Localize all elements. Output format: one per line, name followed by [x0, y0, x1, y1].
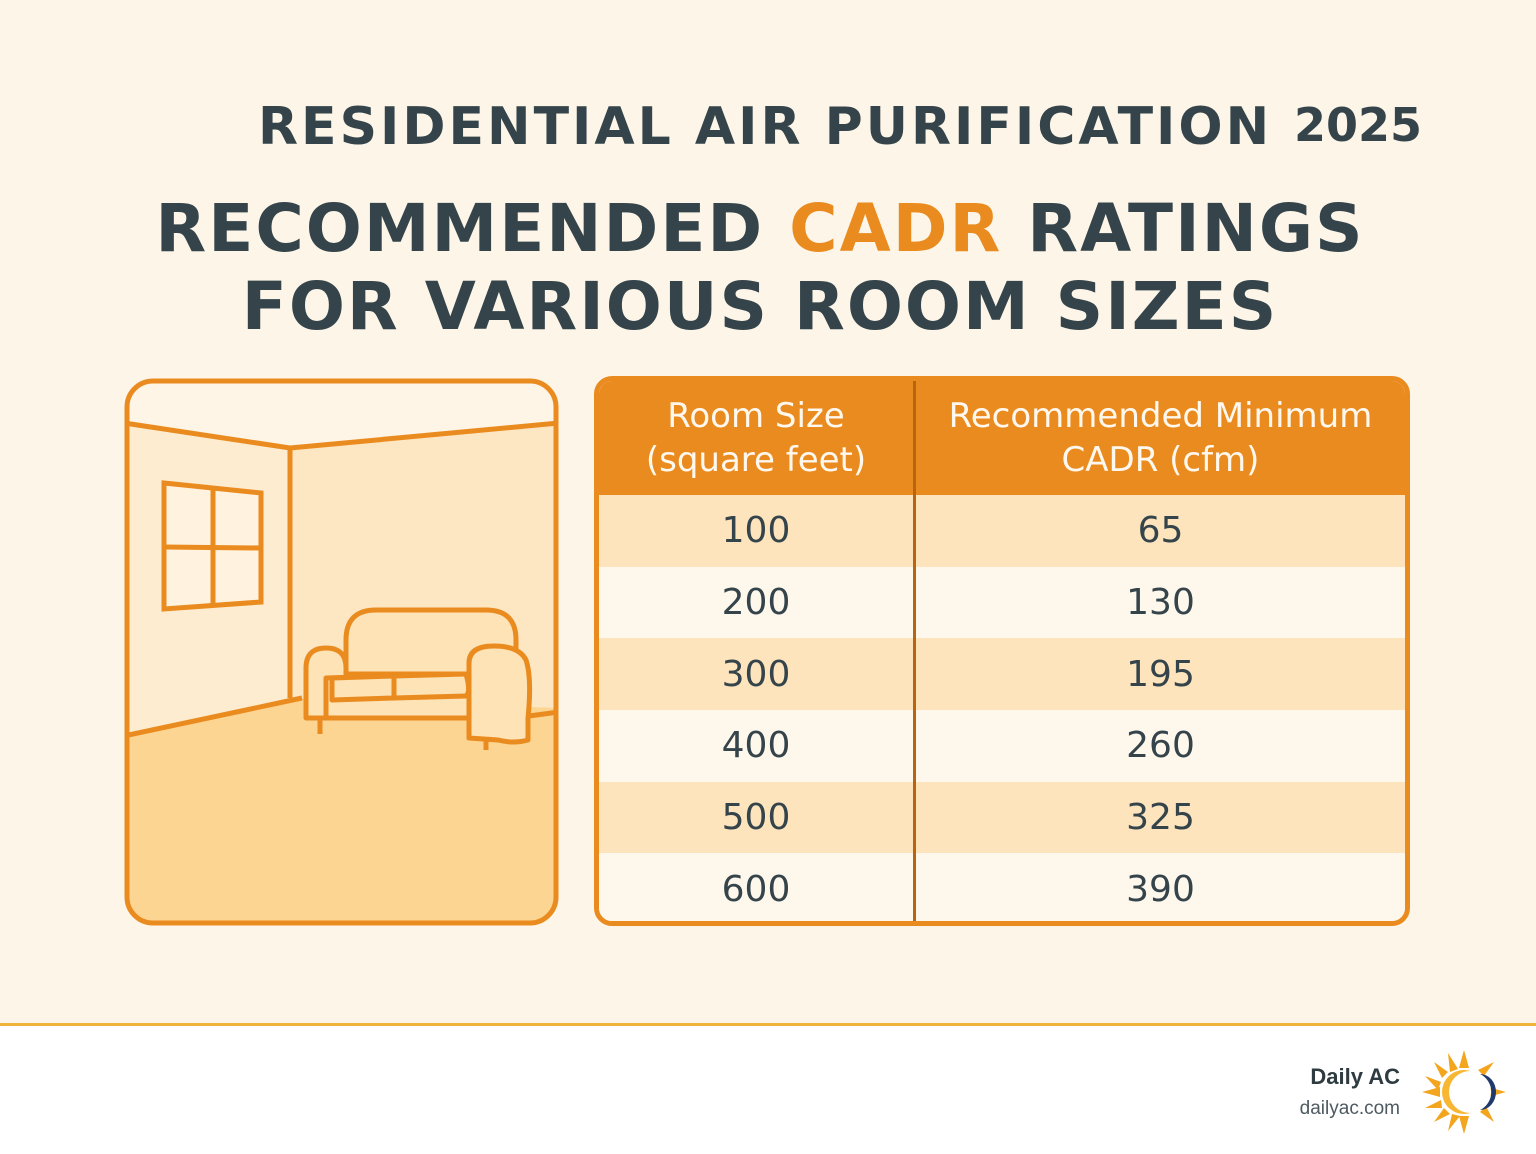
room-size-cell: 500: [599, 781, 916, 854]
table-row: 200 130: [599, 566, 1405, 639]
cadr-cell: 260: [1126, 725, 1195, 767]
room-size-cell: 100: [599, 495, 916, 567]
page-title: RECOMMENDED CADR RATINGS FOR VARIOUS ROO…: [60, 190, 1460, 346]
year-label: 2025: [1294, 98, 1423, 152]
table-row: 100 65: [599, 495, 1405, 567]
cadr-cell: 130: [1126, 582, 1195, 624]
title-line-1: RECOMMENDED CADR RATINGS: [60, 190, 1460, 268]
header-room-size: Room Size (square feet): [599, 381, 916, 495]
cadr-cell: 390: [1126, 868, 1195, 910]
header-cadr-line1: Recommended Minimum: [948, 396, 1373, 436]
room-size-cell: 600: [599, 853, 916, 921]
room-size-cell: 200: [599, 566, 916, 639]
footer-divider: [0, 1023, 1536, 1026]
supertitle: RESIDENTIAL AIR PURIFICATION: [258, 97, 1273, 157]
table-row: 600 390: [599, 853, 1405, 921]
title-line-2: FOR VARIOUS ROOM SIZES: [241, 268, 1279, 345]
title-accent: CADR: [789, 190, 1003, 267]
header-cadr: Recommended Minimum CADR (cfm): [916, 381, 1405, 495]
header-room-size-line1: Room Size: [667, 396, 845, 436]
footer: [0, 1026, 1536, 1154]
sun-moon-logo-icon: [1422, 1050, 1506, 1134]
room-with-sofa-illustration: [124, 378, 559, 926]
table-header-row: Room Size (square feet) Recommended Mini…: [599, 381, 1405, 495]
header-cadr-line2: CADR (cfm): [1061, 440, 1260, 480]
table-row: 500 325: [599, 781, 1405, 854]
header-room-size-line2: (square feet): [645, 440, 867, 480]
brand-name: Daily AC: [1310, 1064, 1400, 1089]
table-row: 400 260: [599, 710, 1405, 782]
room-size-cell: 400: [599, 710, 916, 782]
brand-url[interactable]: dailyac.com: [1299, 1098, 1400, 1119]
room-size-cell: 300: [599, 638, 916, 711]
cadr-cell: 195: [1126, 653, 1195, 695]
cadr-cell: 65: [1137, 510, 1184, 552]
title-post: RATINGS: [1002, 190, 1365, 267]
cadr-cell: 325: [1126, 797, 1195, 839]
title-pre: RECOMMENDED: [155, 190, 790, 267]
cadr-table: Room Size (square feet) Recommended Mini…: [594, 376, 1410, 926]
table-row: 300 195: [599, 638, 1405, 711]
window-icon: [161, 480, 264, 612]
sofa-icon: [303, 607, 533, 750]
